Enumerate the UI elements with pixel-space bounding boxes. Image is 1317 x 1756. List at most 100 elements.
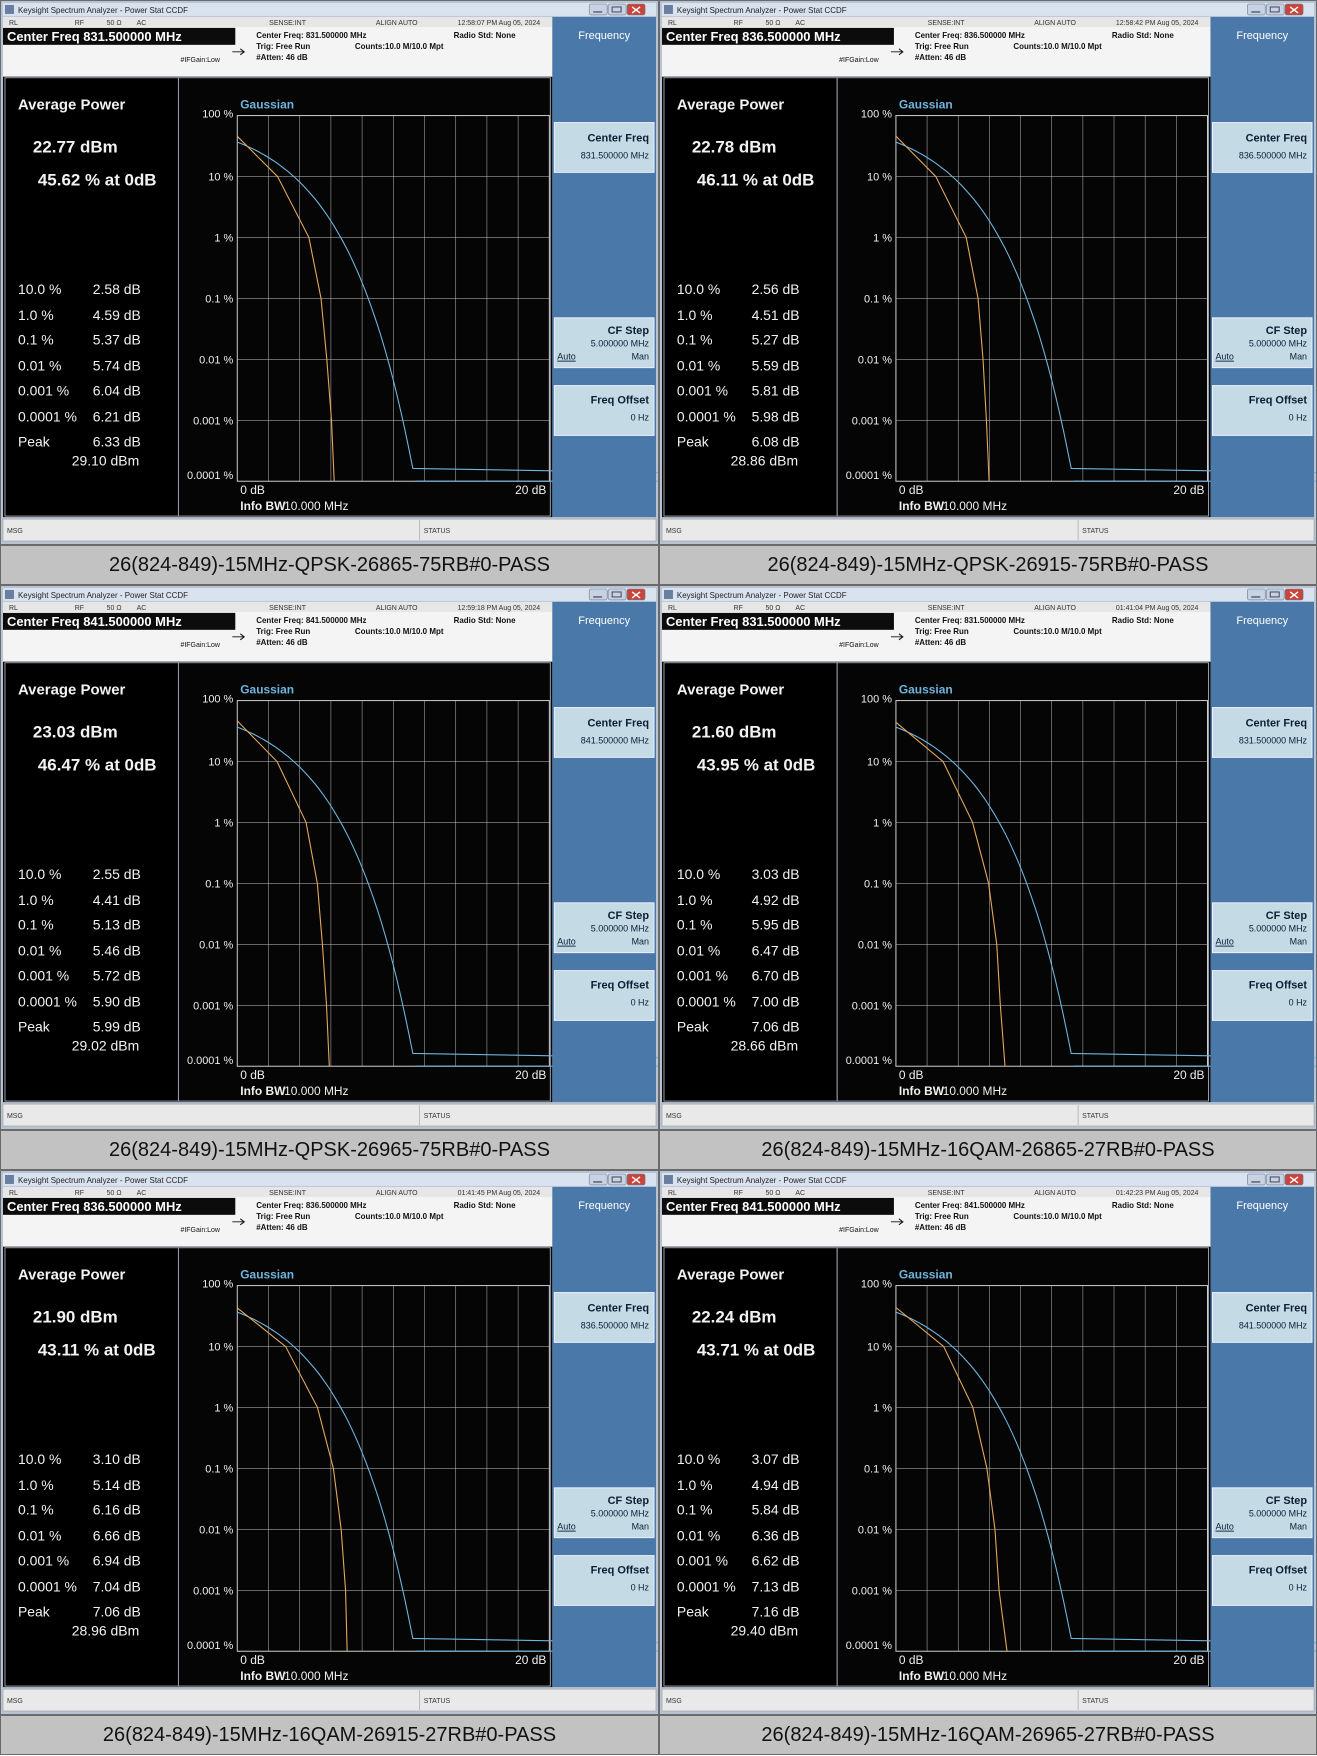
header-area (661, 601, 1211, 662)
msg-label: MSG (666, 1698, 682, 1705)
y-tick-label: 0.0001 % (846, 1640, 892, 1652)
x-start-label: 0 dB (240, 1653, 265, 1667)
app-icon (4, 1174, 14, 1184)
sense-indicator: SENSE:INT (269, 1190, 307, 1197)
center-freq-softkey[interactable] (553, 122, 655, 173)
freq-offset-softkey[interactable] (553, 385, 655, 436)
y-tick-label: 1 % (873, 232, 892, 244)
peak-label: Peak (677, 1603, 709, 1619)
prob-value: 7.00 dB (752, 993, 800, 1009)
avg-power-value: 22.24 dBm (692, 1307, 777, 1326)
cf-step-softkey[interactable] (553, 317, 655, 369)
minimize-button[interactable] (588, 588, 608, 601)
status-bar (2, 1688, 657, 1712)
pct-at-0db: 43.95 % at 0dB (697, 755, 815, 774)
ccdf-trace (895, 1307, 1008, 1652)
screenshot-cell: Keysight Spectrum Analyzer - Power Stat … (659, 0, 1317, 545)
y-tick-label: 0.001 % (852, 1585, 892, 1597)
results-box (663, 1247, 838, 1687)
prob-label: 0.001 % (18, 1553, 69, 1569)
center-freq-softkey-label: Center Freq (588, 1302, 650, 1314)
freq-offset-value: 0 Hz (1289, 997, 1308, 1007)
align-indicator: ALIGN AUTO (1034, 605, 1076, 612)
prob-value: 3.07 dB (752, 1451, 800, 1467)
cf-step-man: Man (1290, 937, 1307, 947)
x-start-label: 0 dB (240, 483, 265, 497)
maximize-button[interactable] (607, 588, 627, 601)
gaussian-curve (237, 1311, 658, 1652)
info-bw-label: Info BW (899, 499, 945, 513)
center-freq-softkey[interactable] (1211, 122, 1313, 173)
graph-box (177, 1247, 551, 1687)
atten-info: #Atten: 46 dB (915, 1223, 966, 1232)
freq-offset-softkey[interactable] (1211, 1555, 1313, 1606)
maximize-icon (611, 591, 622, 598)
prob-value: 6.21 dB (93, 408, 141, 424)
center-freq-softkey[interactable] (1211, 1292, 1313, 1343)
prob-label: 1.0 % (18, 1477, 54, 1493)
prob-label: 0.01 % (18, 943, 61, 959)
y-tick-label: 0.1 % (205, 1463, 233, 1475)
freq-offset-softkey[interactable] (1211, 385, 1313, 436)
analyzer-screenshot: Keysight Spectrum Analyzer - Power Stat … (1, 1171, 658, 1714)
radio-std-info: Radio Std: None (1112, 616, 1174, 625)
prob-label: 0.0001 % (677, 993, 736, 1009)
cf-step-softkey[interactable] (553, 1487, 655, 1539)
title-bar (2, 2, 657, 16)
avg-power-label: Average Power (18, 97, 126, 114)
center-freq-softkey-value: 841.500000 MHz (1239, 1320, 1308, 1330)
align-indicator: ALIGN AUTO (1034, 20, 1076, 27)
maximize-button[interactable] (1265, 1173, 1285, 1186)
center-freq-softkey[interactable] (553, 707, 655, 758)
close-icon (1289, 6, 1299, 14)
impedance-indicator: 50 Ω (766, 20, 781, 27)
trigger-info: Trig: Free Run (256, 42, 310, 51)
freq-offset-softkey[interactable] (553, 970, 655, 1021)
minimize-button[interactable] (1247, 588, 1266, 601)
cf-step-auto: Auto (557, 352, 575, 362)
prob-value: 4.94 dB (752, 1477, 800, 1493)
freq-offset-value: 0 Hz (1289, 1582, 1308, 1592)
freq-offset-softkey[interactable] (1211, 970, 1313, 1021)
cf-step-softkey[interactable] (553, 902, 655, 954)
center-freq-softkey[interactable] (553, 1292, 655, 1343)
prob-value: 7.04 dB (93, 1578, 141, 1594)
maximize-button[interactable] (1265, 3, 1285, 16)
graph-box (836, 1247, 1209, 1687)
minimize-button[interactable] (588, 3, 608, 16)
test-caption: 26(824-849)-15MHz-QPSK-26865-75RB#0-PASS (0, 545, 659, 585)
peak-value: 6.08 dB (752, 433, 800, 449)
minimize-button[interactable] (1247, 3, 1266, 16)
center-freq-info: Center Freq: 841.500000 MHz (915, 1201, 1025, 1210)
center-freq-title: Center Freq 841.500000 MHz (7, 614, 182, 629)
test-caption: 26(824-849)-15MHz-16QAM-26915-27RB#0-PAS… (0, 1715, 659, 1755)
maximize-button[interactable] (1265, 588, 1285, 601)
cf-step-softkey[interactable] (1211, 1487, 1313, 1539)
status-label: STATUS (1082, 1698, 1109, 1705)
rl-indicator: RL (9, 1190, 18, 1197)
cf-step-softkey[interactable] (1211, 902, 1313, 954)
y-tick-label: 100 % (861, 1279, 892, 1291)
center-freq-softkey[interactable] (1211, 707, 1313, 758)
maximize-icon (1269, 1176, 1280, 1183)
cf-step-value: 5.000000 MHz (1249, 1509, 1308, 1519)
minimize-button[interactable] (1247, 1173, 1266, 1186)
minimize-button[interactable] (588, 1173, 608, 1186)
cf-step-softkey[interactable] (1211, 317, 1313, 369)
maximize-button[interactable] (607, 3, 627, 16)
center-freq-softkey-value: 831.500000 MHz (581, 150, 650, 160)
status-row (2, 601, 553, 612)
prob-value: 6.70 dB (752, 968, 800, 984)
prob-value: 5.46 dB (93, 943, 141, 959)
status-bar (661, 1103, 1315, 1127)
prob-label: 0.01 % (677, 1528, 720, 1544)
gaussian-legend: Gaussian (899, 98, 953, 112)
gaussian-legend: Gaussian (240, 98, 294, 112)
freq-offset-softkey[interactable] (553, 1555, 655, 1606)
test-caption: 26(824-849)-15MHz-16QAM-26865-27RB#0-PAS… (659, 1130, 1317, 1170)
maximize-button[interactable] (607, 1173, 627, 1186)
cf-step-auto: Auto (1215, 937, 1233, 947)
arrow-icon (232, 633, 246, 641)
status-row (661, 601, 1211, 612)
